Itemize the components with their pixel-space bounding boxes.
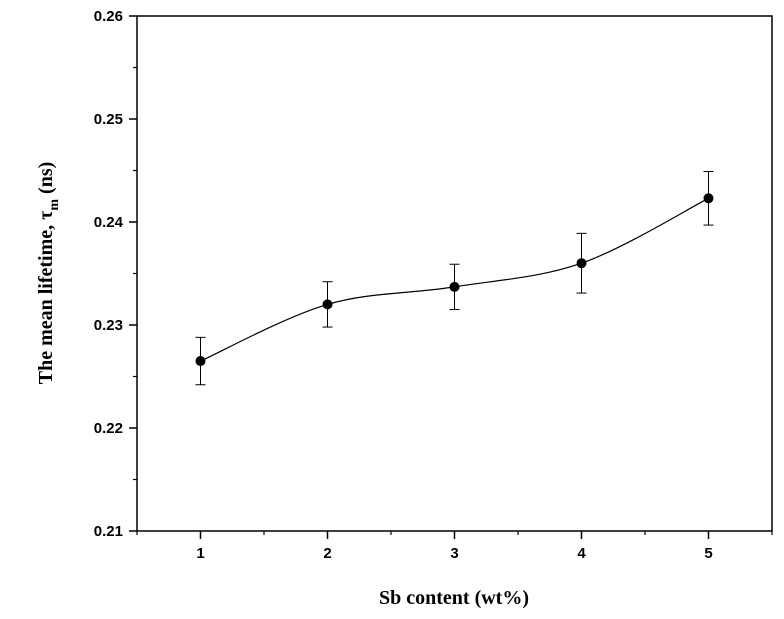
y-axis-title-main: The mean lifetime, τ: [35, 211, 57, 385]
data-point: [449, 281, 460, 292]
y-tick-label: 0.24: [94, 214, 124, 231]
y-tick-label: 0.26: [94, 8, 123, 25]
data-point: [703, 193, 714, 204]
data-points: [195, 193, 714, 367]
x-axis-title: Sb content (wt%): [379, 587, 529, 609]
y-axis-title-subscript: m: [47, 199, 62, 211]
y-axis-ticks: 0.21 0.22 0.23 0.24 0.25 0.26: [94, 8, 137, 540]
y-tick-label: 0.21: [94, 523, 123, 540]
data-point: [322, 299, 333, 310]
x-tick-label: 4: [577, 545, 586, 562]
x-tick-label: 5: [704, 545, 712, 562]
x-tick-label: 1: [196, 545, 204, 562]
error-bars: [195, 171, 714, 386]
y-axis-title: The mean lifetime, τm (ns): [35, 162, 62, 385]
x-tick-label: 2: [323, 545, 331, 562]
data-point: [195, 356, 206, 367]
y-tick-label: 0.22: [94, 420, 123, 437]
y-tick-label: 0.23: [94, 317, 123, 334]
y-axis-title-units: (ns): [35, 162, 57, 199]
x-tick-label: 3: [450, 545, 458, 562]
data-point: [576, 258, 587, 269]
x-axis-ticks: 1 2 3 4 5: [136, 531, 773, 562]
y-tick-label: 0.25: [94, 111, 123, 128]
